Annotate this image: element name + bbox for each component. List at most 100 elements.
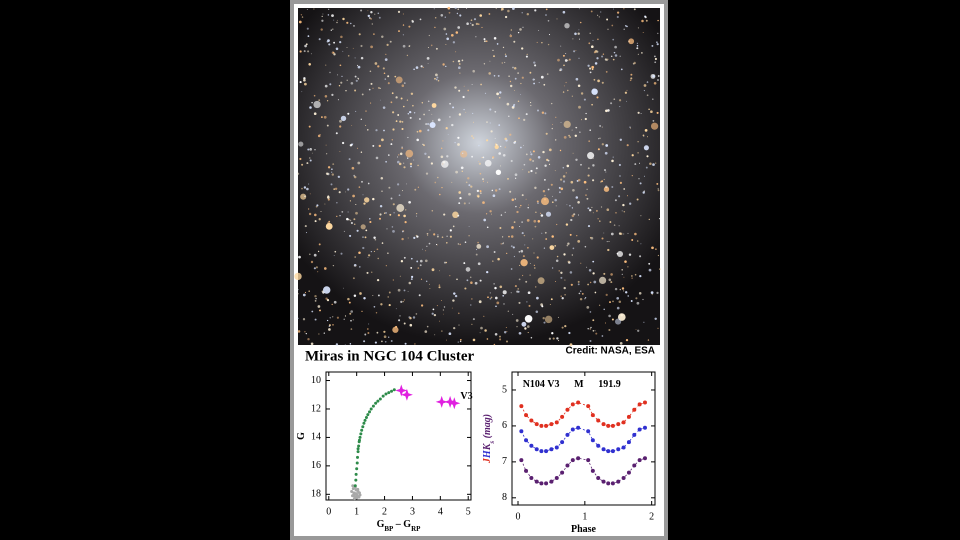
- star: [342, 50, 344, 52]
- star: [461, 59, 464, 62]
- star: [368, 323, 370, 325]
- star: [586, 197, 589, 200]
- star: [353, 223, 356, 226]
- star: [551, 332, 554, 335]
- star: [506, 252, 508, 254]
- star: [326, 124, 329, 127]
- star: [332, 264, 335, 267]
- star: [332, 28, 334, 30]
- point: [539, 423, 544, 428]
- star: [646, 94, 649, 97]
- star: [570, 180, 574, 184]
- star: [547, 43, 550, 46]
- point: [606, 481, 611, 486]
- star: [491, 213, 493, 215]
- star: [519, 264, 521, 266]
- star: [494, 296, 498, 300]
- star: [460, 166, 464, 170]
- star: [353, 265, 355, 267]
- star: [487, 181, 488, 183]
- point: [544, 423, 549, 428]
- star: [389, 40, 392, 43]
- point: [534, 447, 539, 452]
- star: [605, 171, 607, 173]
- star: [550, 298, 553, 301]
- star: [343, 318, 345, 320]
- star: [556, 18, 558, 20]
- star: [638, 292, 642, 295]
- star: [522, 255, 525, 258]
- star: [388, 336, 390, 338]
- star: [568, 134, 570, 137]
- star: [342, 17, 345, 21]
- star: [339, 151, 341, 152]
- star: [309, 106, 312, 109]
- star: [420, 304, 424, 307]
- star: [313, 100, 321, 109]
- point: [356, 487, 360, 491]
- star: [398, 154, 400, 156]
- star: [419, 129, 422, 133]
- point: [534, 479, 539, 484]
- star: [373, 33, 375, 35]
- star: [441, 330, 443, 332]
- star: [540, 303, 543, 306]
- star: [447, 133, 449, 135]
- star: [611, 186, 614, 188]
- star: [518, 331, 522, 335]
- star: [601, 237, 604, 240]
- star: [622, 203, 625, 207]
- star: [657, 188, 659, 190]
- star: [638, 162, 641, 164]
- point: [642, 425, 647, 430]
- star: [577, 178, 581, 182]
- star: [416, 130, 419, 133]
- star: [494, 286, 497, 290]
- star: [307, 148, 310, 151]
- star: [535, 310, 539, 313]
- star: [598, 16, 600, 18]
- star: [398, 194, 401, 197]
- star: [352, 277, 355, 280]
- star: [311, 310, 314, 313]
- star: [415, 313, 418, 315]
- point: [368, 410, 371, 414]
- star: [540, 75, 544, 79]
- point: [350, 489, 354, 493]
- star: [657, 32, 659, 35]
- star: [344, 191, 346, 193]
- star: [427, 155, 431, 159]
- star: [386, 228, 388, 230]
- star: [436, 305, 438, 307]
- star: [651, 122, 659, 130]
- point: [524, 438, 529, 443]
- star: [575, 158, 578, 162]
- star: [589, 32, 591, 34]
- star: [626, 25, 628, 28]
- star: [546, 158, 549, 162]
- x-axis-label-part: G: [377, 519, 385, 530]
- star: [609, 221, 612, 223]
- point: [565, 432, 570, 437]
- star: [454, 86, 457, 89]
- star: [606, 208, 610, 212]
- star: [359, 292, 362, 295]
- star: [303, 186, 307, 189]
- star: [325, 297, 328, 300]
- x-tick-label: 5: [466, 506, 471, 517]
- y-axis-label: G: [296, 432, 307, 440]
- star: [339, 64, 342, 67]
- star: [381, 190, 383, 192]
- star: [562, 180, 566, 183]
- star: [547, 188, 550, 191]
- star: [452, 299, 455, 302]
- star: [457, 136, 460, 139]
- star: [522, 274, 524, 277]
- x-axis-label: GBP – GRP: [377, 519, 422, 532]
- y-tick-label: 14: [311, 432, 321, 443]
- star: [552, 337, 555, 340]
- star: [588, 140, 591, 143]
- star: [502, 294, 505, 297]
- x-axis-label-part: RP: [411, 525, 421, 533]
- star: [654, 61, 657, 64]
